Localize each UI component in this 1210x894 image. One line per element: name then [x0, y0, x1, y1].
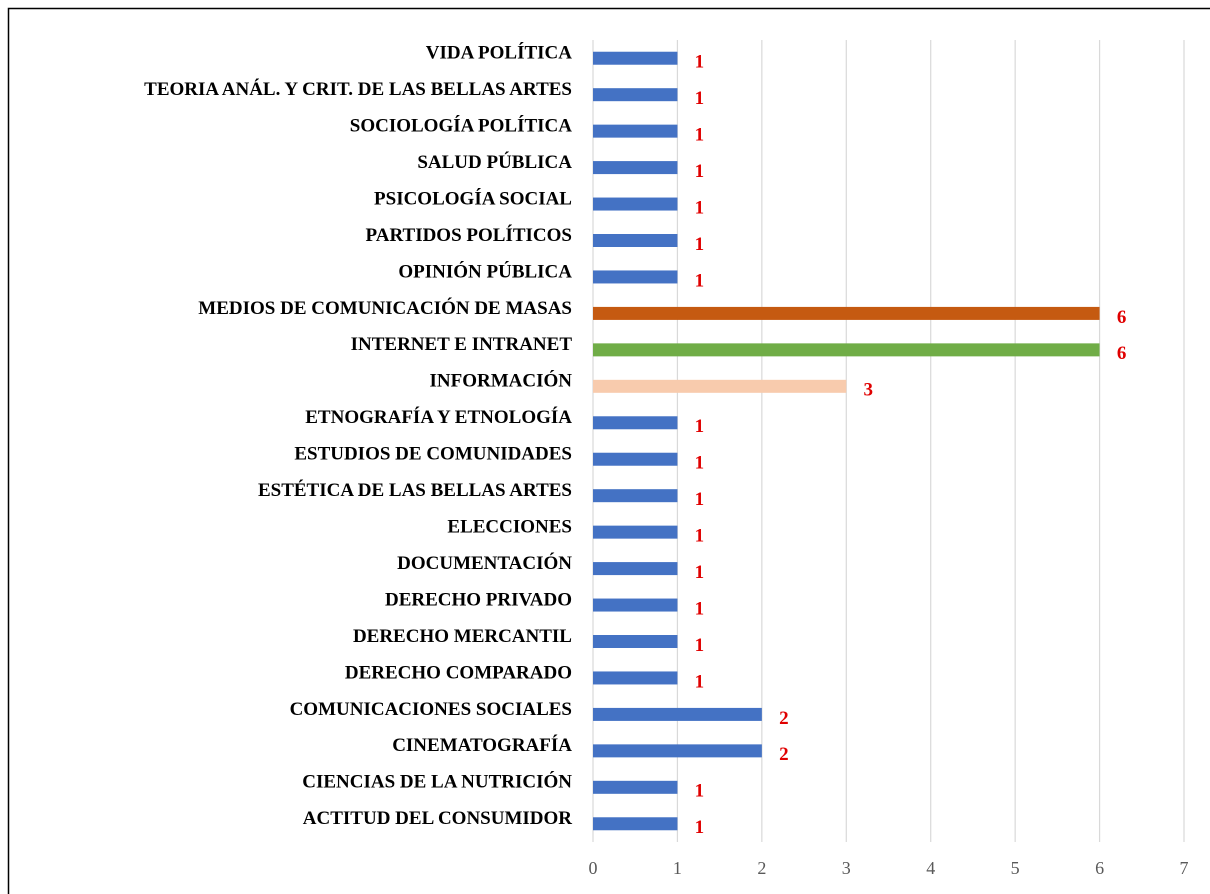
y-tick-label: DOCUMENTACIÓN: [397, 552, 572, 574]
data-label: 1: [695, 817, 705, 838]
data-label: 1: [695, 270, 705, 291]
x-tick-label: 2: [757, 858, 766, 878]
y-tick-label: ETNOGRAFÍA Y ETNOLOGÍA: [305, 406, 572, 428]
y-tick-label: COMUNICACIONES SOCIALES: [290, 699, 572, 720]
data-label: 3: [864, 380, 874, 401]
bar: [593, 379, 847, 393]
y-tick-label: INTERNET E INTRANET: [351, 334, 573, 355]
data-label: 1: [695, 525, 705, 546]
bar: [593, 671, 678, 685]
y-tick-label: ELECCIONES: [447, 516, 572, 537]
bar: [593, 416, 678, 430]
bar: [593, 306, 1100, 320]
bar: [593, 562, 678, 576]
data-label: 1: [695, 562, 705, 583]
y-tick-label: TEORIA ANÁL. Y CRIT. DE LAS BELLAS ARTES: [144, 78, 572, 100]
data-label: 1: [695, 197, 705, 218]
data-label: 2: [779, 708, 789, 729]
bar: [593, 343, 1100, 357]
bar: [593, 635, 678, 648]
data-label: 1: [695, 781, 705, 802]
data-label: 1: [695, 671, 705, 692]
bar: [593, 452, 678, 466]
data-label: 6: [1117, 307, 1127, 328]
bar: [593, 270, 678, 284]
bar: [593, 234, 678, 247]
bar: [593, 88, 678, 102]
bar: [593, 744, 762, 758]
bar: [593, 525, 678, 539]
frame: [7, 7, 1210, 894]
data-label: 1: [695, 416, 705, 437]
x-tick-label: 6: [1095, 858, 1104, 878]
bar: [593, 51, 678, 65]
data-label: 1: [695, 453, 705, 474]
y-tick-label: SOCIOLOGÍA POLÍTICA: [350, 114, 573, 136]
x-tick-label: 1: [673, 858, 682, 878]
y-tick-label: DERECHO PRIVADO: [385, 589, 572, 610]
y-tick-label: PSICOLOGÍA SOCIAL: [374, 187, 572, 209]
y-tick-label: ESTÉTICA DE LAS BELLAS ARTES: [258, 479, 572, 501]
data-label: 1: [695, 635, 705, 656]
y-tick-label: INFORMACIÓN: [430, 370, 573, 392]
x-tick-label: 0: [589, 858, 598, 878]
y-tick-label: DERECHO COMPARADO: [345, 662, 572, 683]
y-tick-label: OPINIÓN PÚBLICA: [398, 260, 572, 282]
data-label: 1: [695, 52, 705, 73]
bar: [593, 598, 678, 612]
bar: [593, 780, 678, 794]
data-label: 6: [1117, 343, 1127, 364]
bar: [593, 817, 678, 831]
y-tick-label: PARTIDOS POLÍTICOS: [366, 224, 572, 246]
y-tick-label: MEDIOS DE COMUNICACIÓN DE MASAS: [198, 297, 572, 319]
x-tick-label: 5: [1011, 858, 1020, 878]
bar: [593, 489, 678, 503]
y-tick-label: VIDA POLÍTICA: [426, 42, 572, 64]
data-label: 2: [779, 744, 789, 765]
y-tick-label: ACTITUD DEL CONSUMIDOR: [303, 808, 572, 829]
data-label: 1: [695, 88, 705, 109]
data-label: 1: [695, 489, 705, 510]
data-label: 1: [695, 161, 705, 182]
bar: [593, 161, 678, 175]
data-label: 1: [695, 124, 705, 145]
x-tick-label: 3: [842, 858, 851, 878]
bar: [593, 197, 678, 211]
y-tick-label: SALUD PÚBLICA: [417, 151, 572, 173]
x-tick-label: 4: [926, 858, 935, 878]
data-label: 1: [695, 598, 705, 619]
y-tick-label: CINEMATOGRAFÍA: [392, 734, 572, 756]
bar: [593, 707, 762, 721]
x-tick-label: 7: [1180, 858, 1189, 878]
y-tick-label: DERECHO MERCANTIL: [353, 626, 572, 647]
bar: [593, 124, 678, 138]
y-tick-label: CIENCIAS DE LA NUTRICIÓN: [302, 771, 572, 793]
data-label: 1: [695, 234, 705, 255]
y-tick-label: ESTUDIOS DE COMUNIDADES: [294, 444, 572, 465]
